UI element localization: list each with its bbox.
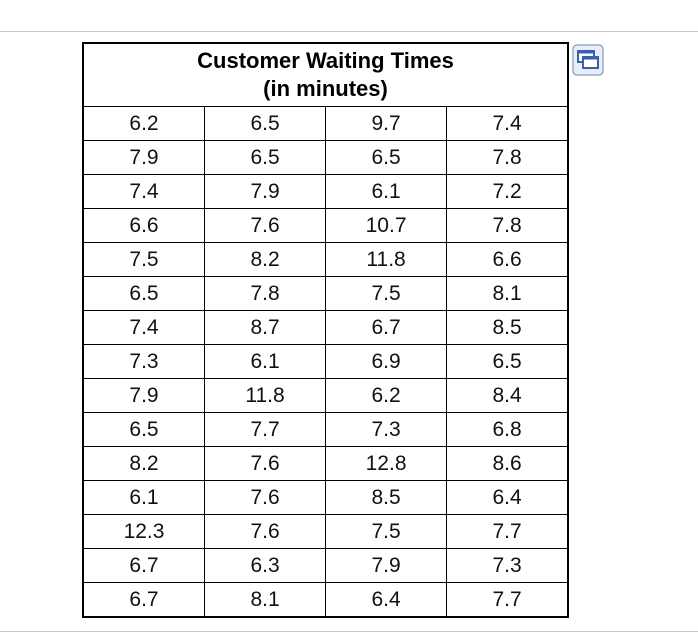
table-cell: 8.4	[446, 378, 569, 413]
table-row: 6.7 8.1 6.4 7.7	[82, 582, 569, 618]
table-cell: 8.2	[204, 242, 327, 277]
table-cell: 6.5	[204, 106, 327, 141]
table-cell: 7.3	[82, 344, 206, 379]
table-cell: 8.6	[446, 446, 569, 481]
table-cell: 8.2	[82, 446, 206, 481]
table-cell: 8.1	[204, 582, 327, 618]
table-cell: 7.7	[446, 514, 569, 549]
table-cell: 7.8	[446, 208, 569, 243]
table-cell: 6.5	[204, 140, 327, 175]
table-cell: 6.7	[82, 582, 206, 618]
table-cell: 7.9	[204, 174, 327, 209]
table-cell: 6.3	[204, 548, 327, 583]
divider	[0, 31, 698, 32]
table-cell: 7.8	[204, 276, 327, 311]
table-cell: 12.8	[325, 446, 448, 481]
table-cell: 7.6	[204, 446, 327, 481]
table-row: 7.9 11.8 6.2 8.4	[82, 378, 569, 413]
table-cell: 8.1	[446, 276, 569, 311]
table-cell: 6.5	[82, 412, 206, 447]
table-row: 6.2 6.5 9.7 7.4	[82, 106, 569, 141]
table-cell: 7.9	[82, 378, 206, 413]
table-cell: 8.7	[204, 310, 327, 345]
table-cell: 6.5	[82, 276, 206, 311]
table-cell: 6.2	[325, 378, 448, 413]
table-cell: 7.3	[325, 412, 448, 447]
table-row: 6.5 7.7 7.3 6.8	[82, 412, 569, 447]
title-line: Customer Waiting Times	[197, 48, 454, 73]
table-cell: 7.5	[325, 514, 448, 549]
table-cell: 7.9	[325, 548, 448, 583]
table-cell: 7.5	[82, 242, 206, 277]
table-cell: 6.5	[325, 140, 448, 175]
table-cell: 6.2	[82, 106, 206, 141]
table-cell: 7.6	[204, 208, 327, 243]
table-row: 7.5 8.2 11.8 6.6	[82, 242, 569, 277]
table-cell: 11.8	[204, 378, 327, 413]
table-cell: 7.2	[446, 174, 569, 209]
data-table: Customer Waiting Times (in minutes) 6.2 6…	[82, 42, 569, 618]
table-row: 6.5 7.8 7.5 8.1	[82, 276, 569, 311]
table-cell: 6.6	[82, 208, 206, 243]
table-cell: 7.7	[446, 582, 569, 618]
table-cell: 7.9	[82, 140, 206, 175]
divider	[0, 631, 698, 632]
table-cell: 6.7	[82, 548, 206, 583]
table-cell: 10.7	[325, 208, 448, 243]
table-cell: 6.9	[325, 344, 448, 379]
table-cell: 6.5	[446, 344, 569, 379]
table-cell: 7.4	[446, 106, 569, 141]
table-row: 6.6 7.6 10.7 7.8	[82, 208, 569, 243]
table-cell: 7.4	[82, 174, 206, 209]
table-cell: 6.8	[446, 412, 569, 447]
table-cell: 7.8	[446, 140, 569, 175]
table-cell: 7.3	[446, 548, 569, 583]
table-cell: 6.1	[204, 344, 327, 379]
table-cell: 6.1	[325, 174, 448, 209]
table-row: 7.9 6.5 6.5 7.8	[82, 140, 569, 175]
table-row: 6.1 7.6 8.5 6.4	[82, 480, 569, 515]
table-cell: 12.3	[82, 514, 206, 549]
table-title: Customer Waiting Times (in minutes)	[82, 42, 569, 107]
table-row: 12.3 7.6 7.5 7.7	[82, 514, 569, 549]
title-line: (in minutes)	[263, 76, 388, 101]
table-cell: 7.6	[204, 514, 327, 549]
table-cell: 6.1	[82, 480, 206, 515]
table-cell: 6.4	[446, 480, 569, 515]
table-cell: 7.5	[325, 276, 448, 311]
table-cell: 7.7	[204, 412, 327, 447]
table-cell: 6.4	[325, 582, 448, 618]
popout-icon[interactable]	[572, 44, 604, 76]
table-body: 6.2 6.5 9.7 7.4 7.9 6.5 6.5 7.8 7.4 7.9 6.1 7.2 6.6 7…	[82, 106, 569, 618]
table-cell: 11.8	[325, 242, 448, 277]
table-row: 6.7 6.3 7.9 7.3	[82, 548, 569, 583]
table-cell: 7.4	[82, 310, 206, 345]
table-row: 7.4 7.9 6.1 7.2	[82, 174, 569, 209]
table-row: 7.4 8.7 6.7 8.5	[82, 310, 569, 345]
table-cell: 6.7	[325, 310, 448, 345]
table-cell: 6.6	[446, 242, 569, 277]
table-cell: 8.5	[446, 310, 569, 345]
table-cell: 9.7	[325, 106, 448, 141]
table-cell: 8.5	[325, 480, 448, 515]
table-row: 8.2 7.6 12.8 8.6	[82, 446, 569, 481]
table-cell: 7.6	[204, 480, 327, 515]
table-row: 7.3 6.1 6.9 6.5	[82, 344, 569, 379]
header-row: Customer Waiting Times (in minutes)	[82, 42, 569, 107]
